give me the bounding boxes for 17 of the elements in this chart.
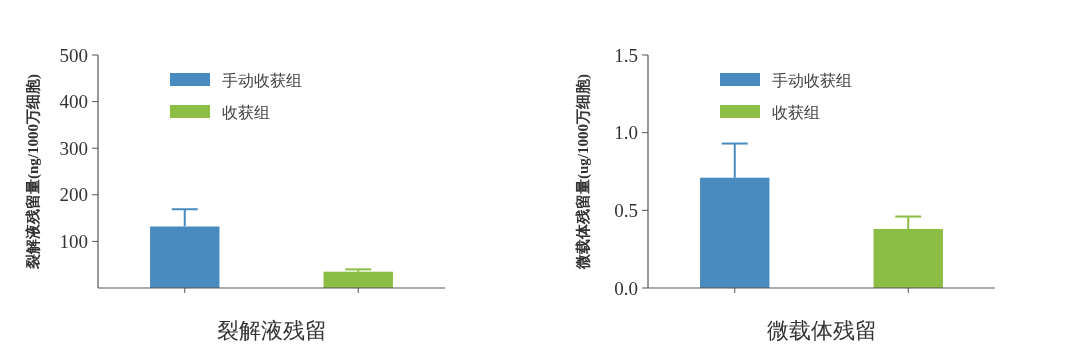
y-axis-title: 裂解液残留量(ng/1000万细胞) bbox=[24, 74, 42, 270]
y-tick-label: 200 bbox=[59, 184, 88, 206]
legend-label: 收获组 bbox=[772, 103, 820, 121]
y-tick-label: 500 bbox=[59, 44, 88, 66]
y-tick-label: 0.0 bbox=[614, 277, 638, 299]
legend-label: 手动收获组 bbox=[772, 71, 852, 89]
x-axis-title: 微载体残留 bbox=[766, 318, 877, 343]
y-tick-label: 400 bbox=[59, 91, 88, 113]
legend-label: 收获组 bbox=[222, 103, 270, 121]
y-axis-title: 微载体残留量(ug/1000万细胞) bbox=[575, 74, 592, 270]
y-tick-label: 1.0 bbox=[614, 122, 638, 144]
y-tick-label: 0.5 bbox=[614, 199, 638, 221]
y-tick-label: 300 bbox=[59, 137, 88, 159]
y-tick-label: 1.5 bbox=[614, 44, 638, 66]
legend-label: 手动收获组 bbox=[222, 71, 302, 89]
y-tick-label: 100 bbox=[59, 231, 88, 253]
x-axis-title: 裂解液残留 bbox=[216, 318, 327, 343]
